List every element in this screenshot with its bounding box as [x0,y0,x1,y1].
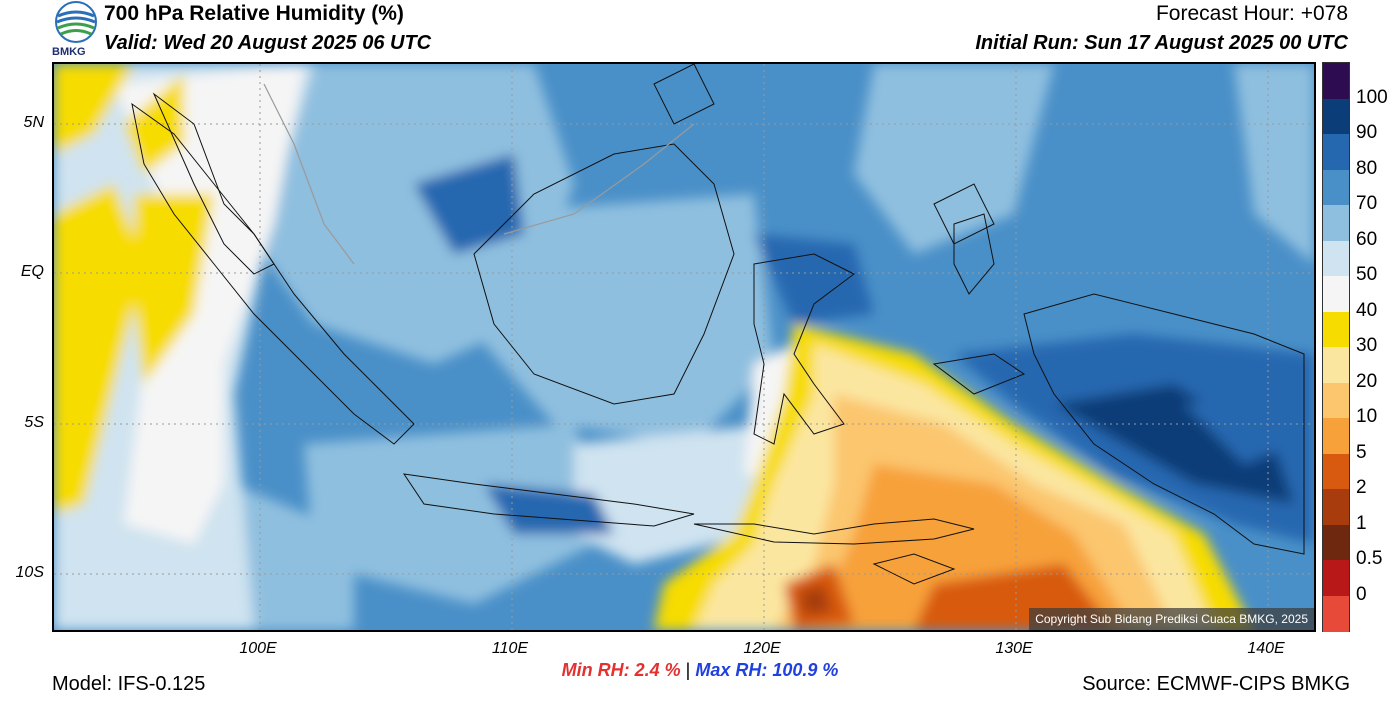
colorbar-segment [1323,453,1349,490]
lon-label-110e: 110E [491,640,529,657]
colorbar-label: 5 [1356,441,1367,463]
model-label: Model: IFS-0.125 [52,673,206,695]
colorbar-segment [1323,418,1349,454]
rh-stats: Min RH: 2.4 % | Max RH: 100.9 % [0,660,1400,681]
lat-label-5n: 5N [23,114,44,131]
colorbar [1322,62,1350,632]
colorbar-label: 60 [1356,228,1378,250]
colorbar-segment [1323,311,1349,348]
colorbar-label: 40 [1356,299,1378,321]
colorbar-segment [1323,489,1349,525]
lat-label-5s: 5S [24,414,44,431]
colorbar-segment [1323,595,1349,632]
colorbar-segment [1323,276,1349,312]
logo-text: BMKG [52,46,86,58]
colorbar-segment [1323,240,1349,277]
colorbar-label: 10 [1356,406,1378,427]
copyright-notice: Copyright Sub Bidang Prediksi Cuaca BMKG… [1029,608,1314,630]
colorbar-label: 70 [1356,193,1378,214]
colorbar-segment [1323,560,1349,596]
colorbar-segment [1323,98,1349,135]
valid-time: Valid: Wed 20 August 2025 06 UTC [104,32,432,54]
colorbar-label: 0.5 [1356,548,1383,569]
colorbar-segment [1323,347,1349,383]
source-label: Source: ECMWF-CIPS BMKG [1082,673,1350,695]
colorbar-segment [1323,382,1349,419]
lon-label-100e: 100E [239,640,277,657]
colorbar-label: 0 [1356,583,1367,605]
colorbar-segment [1323,205,1349,241]
colorbar-label: 100 [1356,86,1388,108]
colorbar-segment [1323,169,1349,206]
bmkg-logo [52,0,100,62]
max-rh: Max RH: 100.9 % [695,660,839,680]
colorbar-label: 1 [1356,512,1367,534]
colorbar-segment [1323,63,1349,99]
colorbar-label: 80 [1356,157,1378,179]
map-canvas [54,64,1314,630]
lon-label-130e: 130E [995,640,1033,657]
lat-label-10s: 10S [15,564,44,581]
colorbar-segment [1323,134,1349,170]
map-title: 700 hPa Relative Humidity (%) [104,2,404,25]
initial-run: Initial Run: Sun 17 August 2025 00 UTC [975,32,1348,54]
colorbar-label: 30 [1356,335,1378,356]
lon-label-120e: 120E [743,640,781,657]
min-rh: Min RH: 2.4 % [561,660,681,680]
humidity-map: Copyright Sub Bidang Prediksi Cuaca BMKG… [52,62,1316,632]
forecast-hour: Forecast Hour: +078 [1155,2,1348,25]
colorbar-segment [1323,524,1349,561]
stats-separator: | [685,660,691,680]
colorbar-label: 50 [1356,264,1378,285]
lon-label-140e: 140E [1247,640,1285,657]
colorbar-label: 20 [1356,370,1378,392]
lat-label-eq: EQ [20,263,44,280]
colorbar-label: 2 [1356,477,1367,498]
colorbar-label: 90 [1356,122,1378,143]
